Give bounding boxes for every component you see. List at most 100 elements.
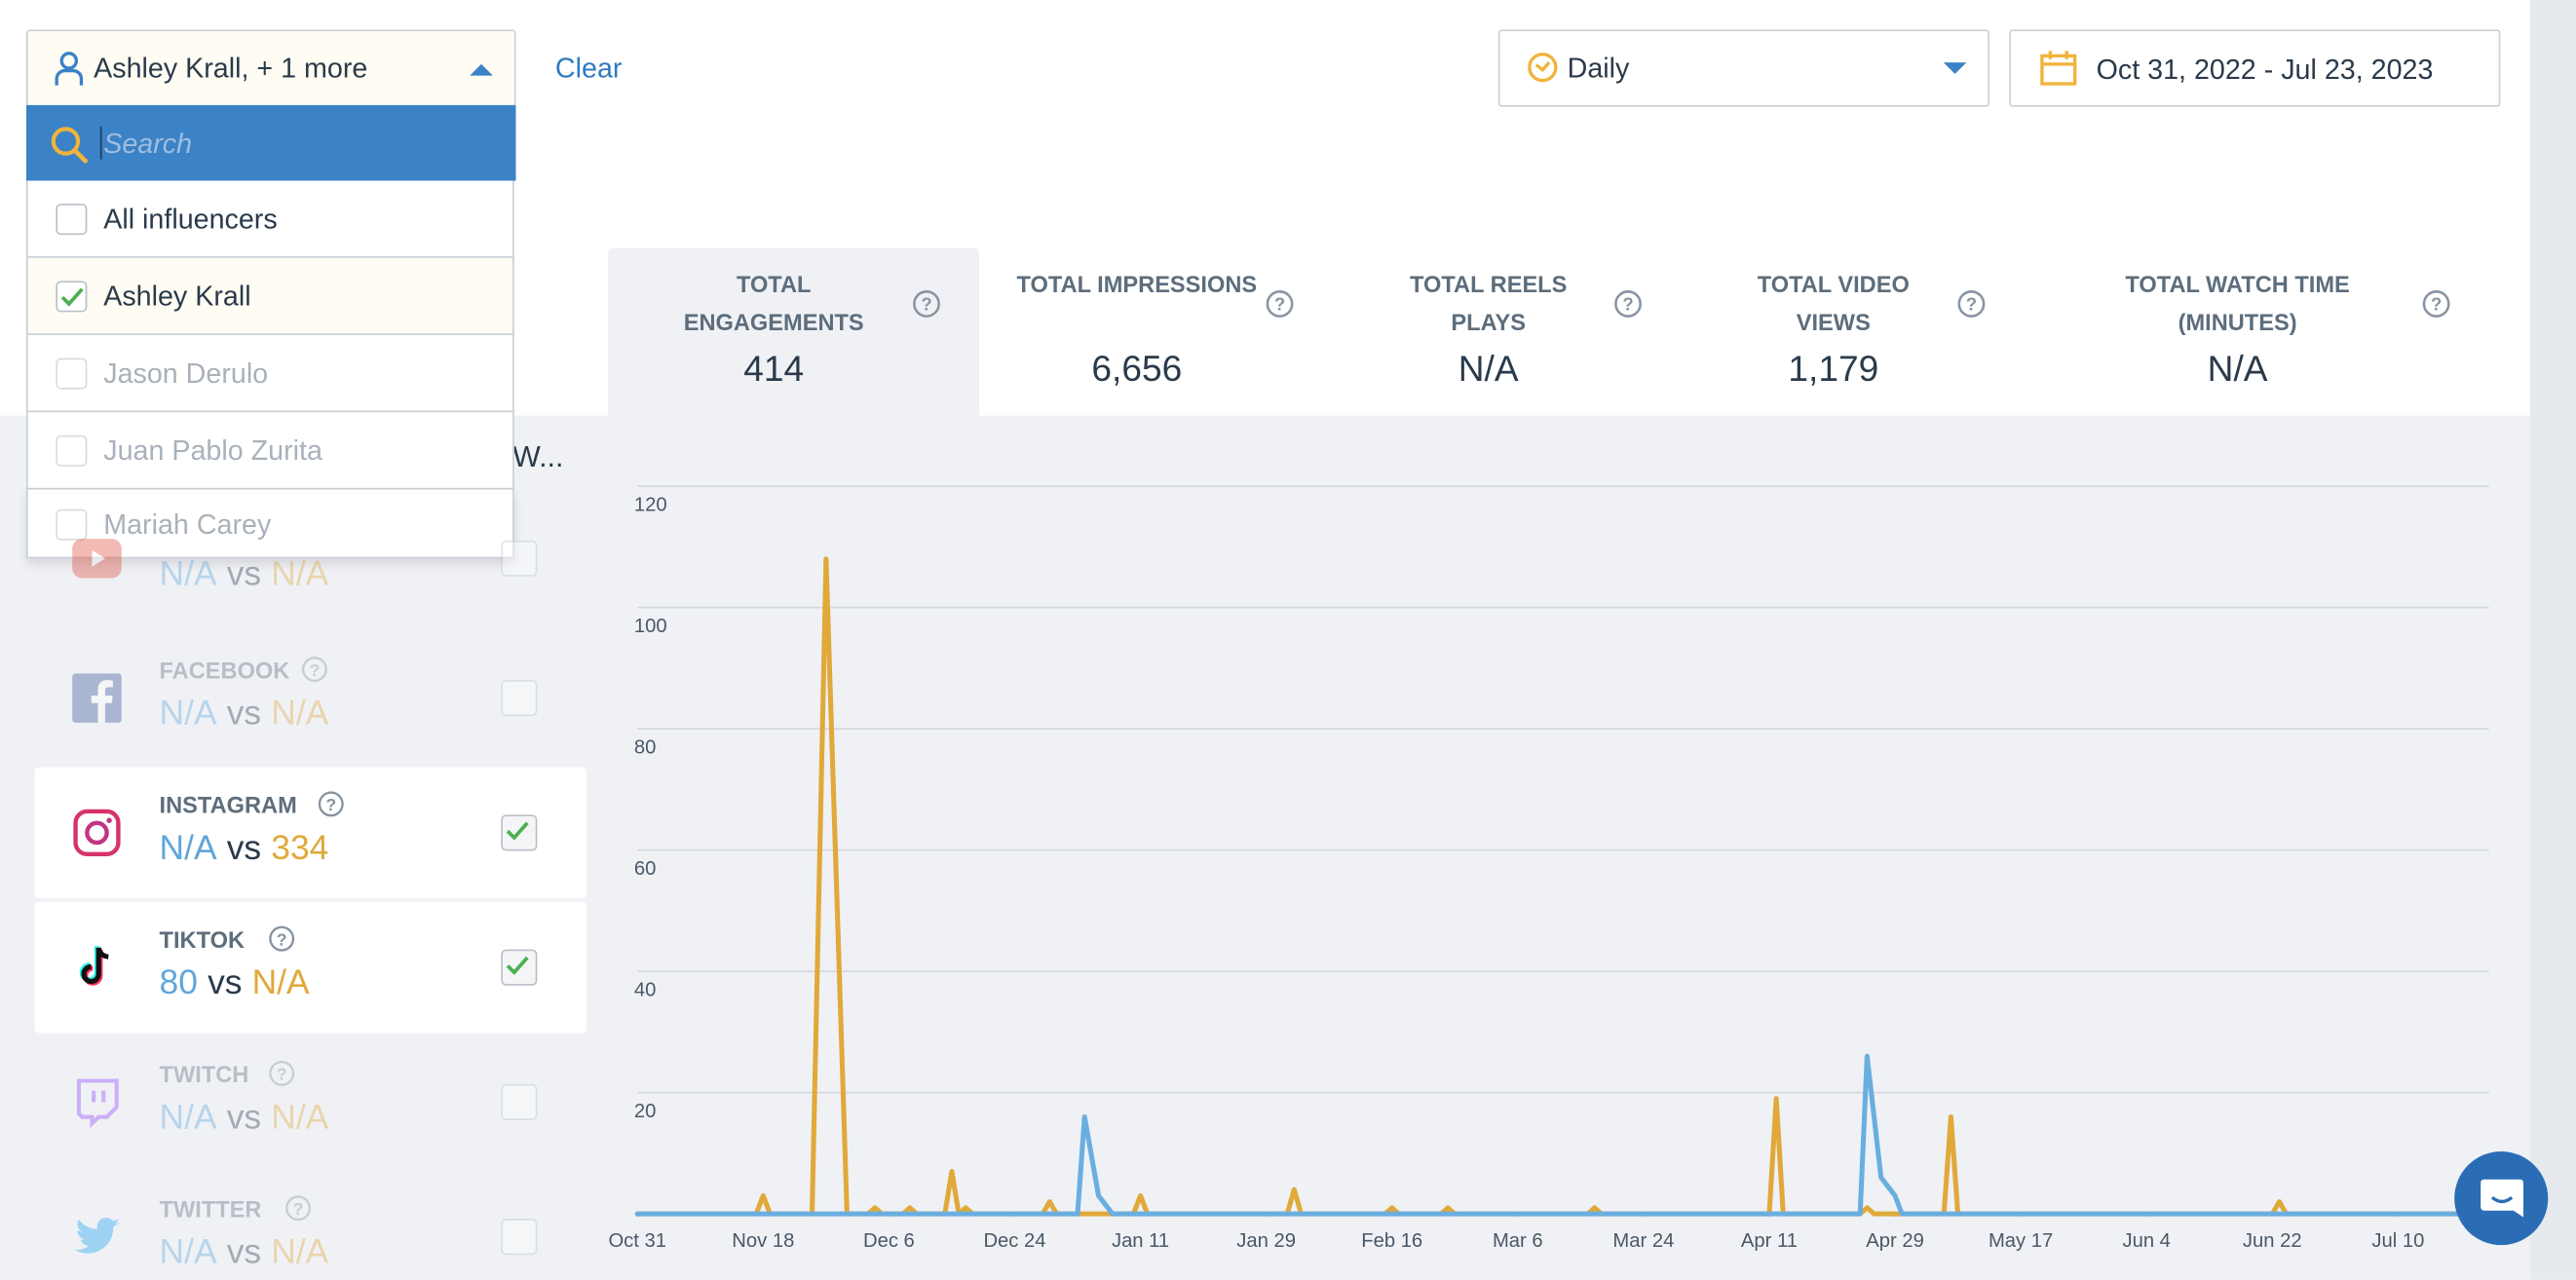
y-tick-label: 40 bbox=[634, 979, 657, 1000]
value-a: 80 bbox=[159, 963, 198, 1002]
metric-value: 1,179 bbox=[1788, 348, 1879, 390]
person-icon bbox=[55, 52, 84, 86]
help-icon: ? bbox=[1614, 290, 1642, 318]
help-circle bbox=[1614, 290, 1642, 318]
checkbox bbox=[56, 434, 88, 467]
scrollbar-track bbox=[2529, 0, 2576, 1280]
help-icon: ? bbox=[1957, 290, 1986, 318]
platform-card[interactable]: N/A vs N/A bbox=[34, 493, 587, 624]
series-line bbox=[634, 1053, 2492, 1217]
x-tick-label: Apr 11 bbox=[1741, 1230, 1798, 1252]
help-circle bbox=[2422, 290, 2450, 318]
platform-name: TWITCH bbox=[159, 1061, 249, 1088]
platform-values: N/A vs N/A bbox=[160, 555, 329, 594]
checkbox[interactable] bbox=[501, 949, 538, 986]
platform-name: TIKTOK bbox=[159, 926, 246, 953]
platform-card[interactable]: TWITCH? N/A vs N/A bbox=[34, 1036, 587, 1168]
help-icon: ? bbox=[913, 290, 940, 318]
checkbox[interactable] bbox=[501, 1219, 538, 1256]
dropdown-option[interactable]: Mariah Carey bbox=[25, 489, 514, 559]
help-mark: ? bbox=[1622, 294, 1633, 315]
checkbox[interactable] bbox=[501, 1083, 538, 1120]
icon-part bbox=[76, 1078, 119, 1129]
vs-label: vs bbox=[226, 1233, 262, 1272]
influencer-select-text: Ashley Krall, + 1 more bbox=[94, 52, 368, 84]
chat-icon bbox=[2481, 1179, 2524, 1218]
checkbox bbox=[56, 508, 88, 540]
metric-value: N/A bbox=[2207, 348, 2268, 390]
option-label: Jason Derulo bbox=[103, 358, 269, 390]
value-b: N/A bbox=[271, 1233, 329, 1272]
clear-button[interactable]: Clear bbox=[554, 52, 623, 84]
checkbox bbox=[56, 204, 88, 236]
platform-card[interactable]: FACEBOOK? N/A vs N/A bbox=[34, 632, 587, 764]
value-a: N/A bbox=[159, 1233, 217, 1272]
value-b: N/A bbox=[271, 695, 329, 734]
help-mark: ? bbox=[277, 1065, 287, 1084]
checkbox[interactable] bbox=[501, 680, 538, 717]
dropdown-option[interactable]: Jason Derulo bbox=[25, 334, 514, 413]
search-placeholder: Search bbox=[103, 128, 193, 160]
check-icon bbox=[60, 287, 84, 307]
option-label: Ashley Krall bbox=[103, 281, 251, 313]
chat-button[interactable] bbox=[2454, 1151, 2549, 1246]
date-range-select[interactable]: Oct 31, 2022 - Jul 23, 2023 bbox=[2009, 29, 2501, 107]
help-icon: ? bbox=[318, 791, 344, 817]
x-tick-label: May 17 bbox=[1989, 1230, 2053, 1252]
platform-card[interactable]: INSTAGRAM? N/A vs 334 bbox=[34, 767, 587, 899]
help-circle bbox=[301, 657, 327, 683]
option-label: Mariah Carey bbox=[103, 508, 272, 540]
dropdown-option[interactable]: Juan Pablo Zurita bbox=[25, 412, 514, 490]
icon-part bbox=[73, 809, 121, 857]
checkbox[interactable] bbox=[501, 540, 538, 577]
vs-label: vs bbox=[226, 1099, 262, 1137]
x-tick-label: Jul 10 bbox=[2371, 1230, 2424, 1252]
platform-card[interactable]: TIKTOK? 80 vs N/A bbox=[34, 901, 587, 1034]
y-tick-label: 80 bbox=[634, 736, 657, 758]
dropdown-option[interactable]: Ashley Krall bbox=[25, 257, 514, 335]
search-bar[interactable]: Search bbox=[25, 104, 516, 181]
platform-card[interactable]: TWITTER? N/A vs N/A bbox=[34, 1171, 587, 1279]
checkbox[interactable] bbox=[501, 814, 538, 851]
vs-label: vs bbox=[226, 695, 262, 734]
icon-part bbox=[72, 673, 122, 723]
platform-values: N/A vs N/A bbox=[160, 1233, 329, 1272]
metric-label: TOTAL IMPRESSIONS bbox=[1016, 271, 1258, 298]
dropdown-option[interactable]: All influencers bbox=[25, 180, 514, 258]
cursor bbox=[99, 126, 102, 160]
series-line bbox=[634, 556, 2492, 1217]
twitch-icon bbox=[76, 1078, 119, 1129]
tiktok-icon bbox=[79, 946, 109, 986]
vs-label: vs bbox=[226, 829, 262, 868]
y-tick-label: 20 bbox=[634, 1101, 657, 1122]
vs-label: vs bbox=[226, 554, 262, 593]
x-tick-label: Jan 11 bbox=[1112, 1230, 1169, 1252]
check-path bbox=[60, 287, 84, 307]
x-tick-label: Jun 4 bbox=[2122, 1230, 2170, 1252]
help-mark: ? bbox=[293, 1199, 304, 1219]
x-tick-label: Mar 24 bbox=[1612, 1230, 1674, 1252]
x-tick-label: Dec 6 bbox=[863, 1230, 915, 1252]
value-b: N/A bbox=[271, 554, 329, 593]
interval-select[interactable]: Daily bbox=[1497, 29, 1989, 107]
icon-part bbox=[85, 820, 109, 846]
x-tick-label: Nov 18 bbox=[732, 1230, 794, 1252]
x-tick-label: Feb 16 bbox=[1361, 1230, 1422, 1252]
platform-name: INSTAGRAM bbox=[159, 791, 297, 818]
help-icon: ? bbox=[1266, 290, 1294, 318]
caret-up bbox=[470, 63, 493, 76]
help-icon: ? bbox=[2422, 290, 2450, 318]
instagram-icon bbox=[73, 809, 121, 857]
option-label: All influencers bbox=[103, 204, 278, 236]
value-a: N/A bbox=[159, 695, 217, 734]
metric-label: TOTAL ENGAGEMENTS bbox=[683, 271, 864, 335]
check-icon bbox=[506, 821, 529, 841]
search-icon bbox=[51, 127, 89, 164]
help-mark: ? bbox=[1274, 294, 1285, 315]
y-tick-label: 60 bbox=[634, 858, 657, 880]
youtube-icon bbox=[72, 539, 122, 579]
option-label: Juan Pablo Zurita bbox=[103, 434, 322, 467]
value-b: N/A bbox=[271, 1099, 329, 1137]
influencer-select[interactable]: Ashley Krall, + 1 more bbox=[25, 29, 516, 107]
x-tick-label: Apr 29 bbox=[1866, 1230, 1924, 1252]
